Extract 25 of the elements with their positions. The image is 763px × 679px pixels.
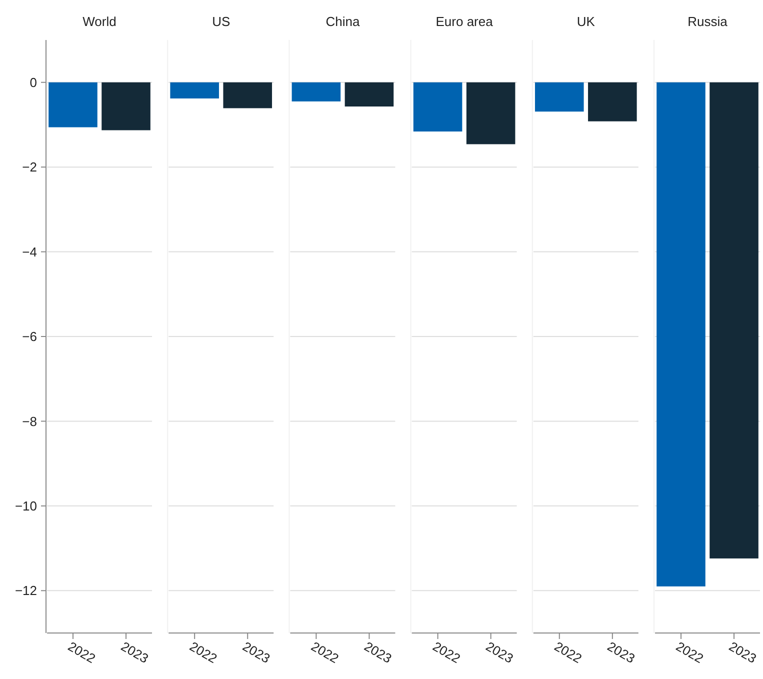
x-tick-label: 2023 [604,638,638,666]
x-tick-label: 2023 [240,638,273,666]
x-tick-label: 2023 [483,638,516,666]
x-tick-label: 2022 [65,638,98,666]
x-tick-label: 2023 [726,638,760,666]
x-tick-label: 2023 [118,638,152,666]
x-tick-label: 2023 [362,638,394,666]
chart-title: China [326,14,360,29]
y-tick-label: −2 [22,160,37,175]
chart-title: UK [576,14,596,29]
y-tick-label: −12 [14,583,37,598]
y-tick-label: 0 [30,74,37,90]
chart-title: Russia [688,14,728,29]
y-tick-label: −6 [22,329,37,344]
y-tick-label: −8 [22,414,37,429]
chart-title: US [212,14,230,29]
x-tick-label: 2022 [187,638,220,666]
x-tick-label: 2022 [673,638,706,666]
x-tick-label: 2022 [430,638,463,666]
y-tick-label: −10 [14,498,37,514]
x-tick-label: 2022 [552,638,584,666]
y-tick-label: −4 [22,244,37,260]
x-tick-label: 2022 [308,638,342,666]
chart-title: Euro area [436,14,494,29]
chart-title: World [82,14,116,29]
